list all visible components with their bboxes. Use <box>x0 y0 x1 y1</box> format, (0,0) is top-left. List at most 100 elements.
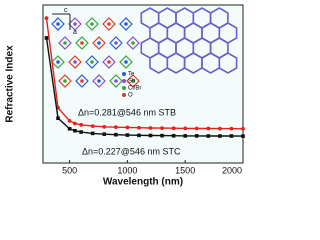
marker <box>183 134 187 138</box>
cluster <box>75 36 89 50</box>
marker <box>217 126 222 131</box>
marker <box>73 128 77 133</box>
cluster <box>119 55 133 69</box>
atom <box>114 79 118 83</box>
marker <box>113 125 118 130</box>
marker <box>90 124 95 129</box>
cluster <box>58 74 72 88</box>
inset-legend-dot <box>122 93 126 97</box>
x-tick-label: 1000 <box>117 165 137 175</box>
cluster <box>58 36 72 50</box>
marker <box>79 130 83 134</box>
annotation: Δn=0.227@546 nm STC <box>82 146 181 156</box>
inset-legend-label: Sb <box>128 79 136 85</box>
cluster <box>92 36 106 50</box>
inset-legend-label: O <box>128 93 133 99</box>
atom <box>63 79 67 83</box>
marker <box>206 126 211 131</box>
marker <box>44 16 49 21</box>
x-tick-label: 500 <box>62 165 77 175</box>
marker <box>125 125 130 130</box>
cluster <box>109 36 123 50</box>
atom <box>107 22 111 26</box>
marker <box>171 133 176 138</box>
marker <box>102 132 107 136</box>
cluster <box>126 36 140 50</box>
marker <box>206 134 211 138</box>
x-tick-label: 2000 <box>222 165 242 175</box>
atom <box>56 60 60 64</box>
atom <box>97 41 101 45</box>
cluster <box>68 17 82 31</box>
atom <box>124 60 128 64</box>
inset-legend-dot <box>122 86 126 90</box>
marker <box>90 131 95 136</box>
marker <box>229 126 234 131</box>
x-tick-label: 1500 <box>175 165 195 175</box>
cluster <box>75 74 89 88</box>
inset-legend-dot <box>122 79 126 83</box>
inset-legend-dot <box>122 72 126 76</box>
atom <box>56 22 60 26</box>
marker <box>183 126 188 131</box>
atom <box>131 41 135 45</box>
page: Te Sb Cl/Br O Refractive Index Wavelength (… <box>4 4 245 188</box>
annotation: Δn=0.281@546 nm STB <box>78 107 176 117</box>
atom <box>131 79 135 83</box>
cluster <box>109 74 123 88</box>
atom <box>63 41 67 45</box>
marker <box>44 36 49 40</box>
inset-legend-label: Te <box>128 72 135 78</box>
marker <box>73 121 77 126</box>
cluster <box>51 55 65 69</box>
cluster <box>126 74 140 88</box>
marker <box>67 118 72 123</box>
atom <box>73 60 77 64</box>
marker <box>79 122 84 127</box>
cluster <box>68 55 82 69</box>
marker <box>160 126 164 131</box>
marker <box>171 126 176 131</box>
cluster <box>85 17 99 31</box>
atom <box>97 79 101 83</box>
marker <box>137 133 141 138</box>
cluster <box>102 17 116 31</box>
marker <box>241 126 245 131</box>
atom <box>90 60 94 64</box>
marker <box>125 133 130 137</box>
honeycomb-inset <box>140 7 238 74</box>
cluster <box>85 55 99 69</box>
atom <box>73 22 77 26</box>
marker <box>218 134 222 138</box>
hexagon <box>218 52 238 74</box>
cluster <box>51 17 65 31</box>
inset-legend-label: Cl/Br <box>128 86 141 92</box>
atom <box>80 41 84 45</box>
y-axis-label: Refractive Index <box>5 45 16 123</box>
cluster <box>92 74 106 88</box>
marker <box>148 133 153 138</box>
cluster <box>119 17 133 31</box>
atom <box>90 22 94 26</box>
marker <box>137 125 141 130</box>
marker <box>114 132 118 137</box>
marker <box>102 124 107 129</box>
marker <box>194 126 199 131</box>
x-axis-label: Wavelength (nm) <box>103 177 183 188</box>
inset-axis-label: a <box>73 29 77 36</box>
marker <box>229 134 234 138</box>
marker <box>148 126 153 130</box>
atom <box>107 60 111 64</box>
marker <box>241 134 245 138</box>
atom <box>80 79 84 83</box>
cluster <box>102 55 116 69</box>
marker <box>194 134 199 138</box>
marker <box>56 116 60 121</box>
marker <box>67 126 72 131</box>
atom <box>114 41 118 45</box>
inset-axis-label: c <box>64 7 68 14</box>
marker <box>160 133 164 138</box>
atom <box>124 22 128 26</box>
